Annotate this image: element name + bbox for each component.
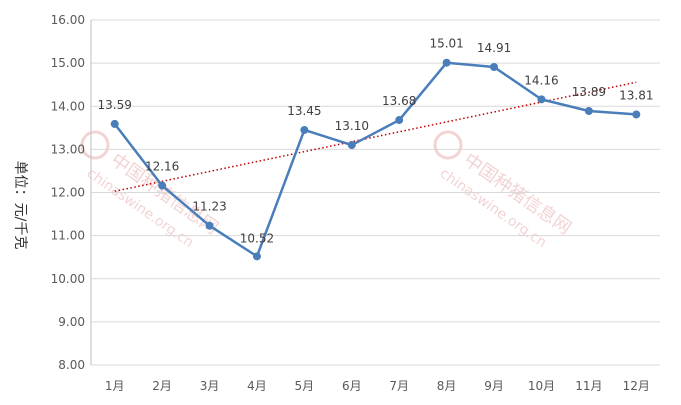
x-tick-label: 10月	[528, 379, 555, 393]
data-label: 13.81	[619, 88, 653, 102]
x-tick-label: 12月	[623, 379, 650, 393]
data-point	[205, 221, 214, 230]
y-tick-label: 10.00	[51, 272, 85, 286]
x-tick-label: 3月	[200, 379, 220, 393]
trendline	[114, 81, 637, 192]
data-labels: 13.59 12.16 11.23 10.52 13.45 13.10 13.68 15.01…	[98, 37, 654, 246]
watermark-logo-icon	[433, 130, 463, 160]
y-axis-ticks: 8.00 9.00 10.00 11.00 12.00 13.00 14.00 15.00 16…	[51, 13, 85, 372]
x-tick-label: 4月	[247, 379, 267, 393]
x-tick-label: 8月	[437, 379, 457, 393]
data-point	[110, 119, 119, 128]
data-point	[300, 125, 309, 134]
x-tick-label: 7月	[389, 379, 409, 393]
x-tick-label: 6月	[342, 379, 362, 393]
data-point	[632, 110, 641, 119]
y-tick-label: 11.00	[51, 229, 85, 243]
data-label: 13.59	[98, 98, 132, 112]
data-point	[158, 181, 167, 190]
y-tick-label: 8.00	[58, 358, 85, 372]
data-label: 10.52	[240, 231, 274, 245]
data-label: 13.45	[287, 104, 321, 118]
watermark-logo-icon	[80, 130, 110, 160]
data-label: 13.10	[335, 119, 369, 133]
data-point	[490, 63, 499, 72]
trendline-group	[114, 81, 637, 192]
y-tick-label: 15.00	[51, 56, 85, 70]
data-point	[347, 141, 356, 150]
y-tick-label: 12.00	[51, 186, 85, 200]
x-tick-label: 11月	[575, 379, 602, 393]
x-tick-label: 5月	[295, 379, 315, 393]
data-point	[442, 58, 451, 67]
x-tick-label: 9月	[484, 379, 504, 393]
y-tick-label: 13.00	[51, 142, 85, 156]
x-tick-label: 1月	[105, 379, 125, 393]
series-group	[110, 58, 641, 261]
data-point	[395, 116, 404, 125]
x-axis-ticks: 1月 2月 3月 4月 5月 6月 7月 8月 9月 10月 11月 12月	[105, 379, 650, 393]
data-point	[584, 106, 593, 115]
y-tick-label: 14.00	[51, 99, 85, 113]
data-label: 12.16	[145, 160, 179, 174]
data-label: 14.91	[477, 41, 511, 55]
data-label: 15.01	[429, 37, 463, 51]
y-axis-label: 单位：元/千克	[12, 161, 28, 250]
data-point	[252, 252, 261, 261]
data-point	[537, 95, 546, 104]
data-label: 13.68	[382, 94, 416, 108]
y-tick-label: 9.00	[58, 315, 85, 329]
y-tick-label: 16.00	[51, 13, 85, 27]
data-label: 13.89	[572, 85, 606, 99]
series-line	[113, 61, 637, 258]
gridlines	[90, 19, 660, 366]
x-tick-label: 2月	[152, 379, 172, 393]
data-label: 11.23	[192, 200, 226, 214]
data-label: 14.16	[524, 73, 558, 87]
